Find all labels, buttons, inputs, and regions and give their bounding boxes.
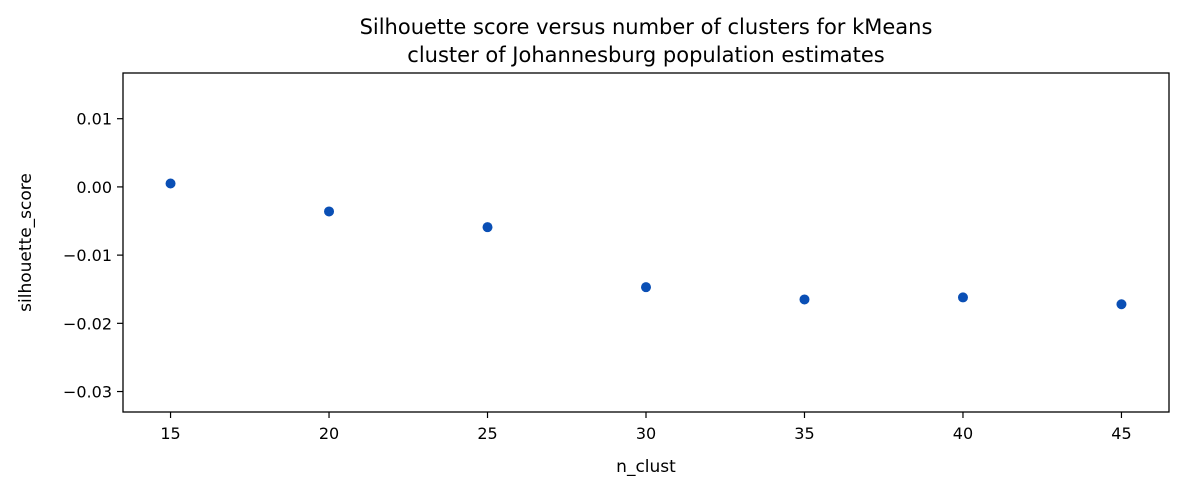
y-tick-label: 0.00	[76, 178, 112, 197]
data-point	[957, 292, 968, 303]
x-tick-label: 30	[636, 424, 656, 443]
x-tick-label: 15	[160, 424, 180, 443]
x-axis-label: n_clust	[616, 457, 676, 477]
x-tick-label: 40	[953, 424, 973, 443]
data-point	[165, 178, 176, 189]
chart-title-line-2: cluster of Johannesburg population estim…	[407, 43, 884, 67]
y-tick-label: −0.02	[63, 314, 112, 333]
data-points	[165, 178, 1127, 310]
data-point	[641, 282, 651, 293]
x-tick-label: 20	[319, 424, 339, 443]
x-tick-label: 25	[477, 424, 497, 443]
data-point	[1116, 299, 1127, 310]
data-point	[324, 206, 335, 217]
x-tick-label: 45	[1111, 424, 1131, 443]
y-tick-label: −0.03	[63, 383, 112, 402]
y-axis: 0.01 0.00 −0.01 −0.02 −0.03	[63, 110, 123, 402]
chart-title-line-1: Silhouette score versus number of cluste…	[360, 15, 933, 39]
data-point	[799, 294, 810, 305]
x-tick-label: 35	[794, 424, 814, 443]
x-axis: 15 20 25 30 35 40 45	[160, 412, 1132, 443]
y-tick-label: −0.01	[63, 246, 112, 265]
y-tick-label: 0.01	[76, 110, 112, 129]
data-point	[482, 222, 493, 233]
plot-area: 15 20 25 30 35 40 45 0.01 0.00 −0.01 −0.02 −0.03	[63, 72, 1170, 443]
y-axis-label: silhouette_score	[16, 173, 36, 312]
